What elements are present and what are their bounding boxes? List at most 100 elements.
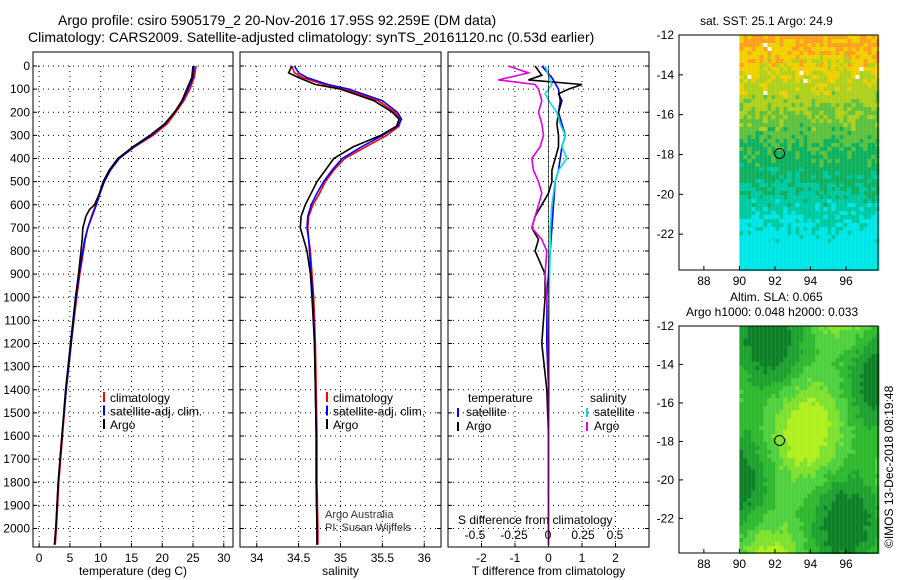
map-cell (795, 259, 800, 263)
map-cell (751, 334, 756, 338)
map-cell (751, 506, 756, 510)
map-cell (767, 199, 772, 203)
map-cell (867, 83, 872, 87)
map-cell (763, 259, 768, 263)
map-cell (831, 426, 836, 430)
map-cell (843, 243, 848, 247)
map-cell (771, 542, 776, 546)
map-cell (843, 438, 848, 442)
map-cell (823, 239, 828, 243)
map-cell (839, 350, 844, 354)
map-cell (747, 167, 752, 171)
map-cell (739, 366, 744, 370)
map-cell (791, 115, 796, 119)
map-cell (751, 466, 756, 470)
map-cell (799, 79, 804, 83)
map-cell (835, 450, 840, 454)
map-cell (803, 183, 808, 187)
map-cell (831, 526, 836, 530)
map-cell (771, 386, 776, 390)
map-cell (847, 155, 852, 159)
map-cell (839, 251, 844, 255)
map-cell (815, 123, 820, 127)
map-cell (783, 410, 788, 414)
map-cell (819, 151, 824, 155)
map-cell (831, 490, 836, 494)
map-cell (847, 374, 852, 378)
map-cell (787, 71, 792, 75)
map-cell (815, 406, 820, 410)
map-cell (875, 462, 880, 466)
map-cell (763, 155, 768, 159)
map-cell (843, 103, 848, 107)
map-cell (847, 326, 852, 330)
map-x-tick-label: 92 (768, 274, 782, 288)
map-cell (775, 386, 780, 390)
map-cell (855, 227, 860, 231)
map-cell (791, 494, 796, 498)
map-cell (823, 135, 828, 139)
map-cell (779, 259, 784, 263)
map-cell (811, 59, 816, 63)
map-cell (751, 111, 756, 115)
map-cell (831, 203, 836, 207)
map-cell (811, 95, 816, 99)
map-cell (763, 75, 768, 79)
map-cell (787, 47, 792, 51)
map-cell (851, 87, 856, 91)
map-cell (763, 79, 768, 83)
map-cell (767, 490, 772, 494)
map-cell (767, 426, 772, 430)
map-cell (763, 195, 768, 199)
map-cell (875, 219, 880, 223)
map-cell (819, 63, 824, 67)
map-cell (831, 91, 836, 95)
map-cell (775, 366, 780, 370)
map-cell (743, 338, 748, 342)
map-cell (843, 203, 848, 207)
map-cell (863, 414, 868, 418)
map-cell (787, 486, 792, 490)
map-cell (859, 330, 864, 334)
map-cell (847, 123, 852, 127)
map-cell (827, 107, 832, 111)
map-cell (839, 207, 844, 211)
map-cell (803, 99, 808, 103)
map-cell (823, 151, 828, 155)
map-cell (779, 494, 784, 498)
map-cell (747, 334, 752, 338)
map-cell (763, 430, 768, 434)
map-cell (867, 490, 872, 494)
map-cell (843, 458, 848, 462)
map-cell (871, 243, 876, 247)
map-cell (843, 51, 848, 55)
map-cell (835, 35, 840, 39)
map-cell (851, 490, 856, 494)
map-cell (875, 83, 880, 87)
map-cell (795, 119, 800, 123)
map-cell (763, 39, 768, 43)
map-cell (763, 414, 768, 418)
map-cell (867, 39, 872, 43)
map-cell (767, 518, 772, 522)
map-cell (807, 199, 812, 203)
map-cell (791, 342, 796, 346)
map-cell (803, 366, 808, 370)
map-cell (739, 406, 744, 410)
map-cell (747, 338, 752, 342)
map-cell (827, 47, 832, 51)
map-cell (763, 163, 768, 167)
map-cell (839, 358, 844, 362)
map-cell (771, 87, 776, 91)
map-cell (815, 135, 820, 139)
map-cell (779, 362, 784, 366)
map-cell (839, 426, 844, 430)
map-cell (755, 127, 760, 131)
map-cell (779, 438, 784, 442)
map-cell (795, 223, 800, 227)
map-cell (811, 179, 816, 183)
map-cell (767, 434, 772, 438)
map-cell (759, 430, 764, 434)
map-cell (831, 255, 836, 259)
map-cell (859, 63, 864, 67)
